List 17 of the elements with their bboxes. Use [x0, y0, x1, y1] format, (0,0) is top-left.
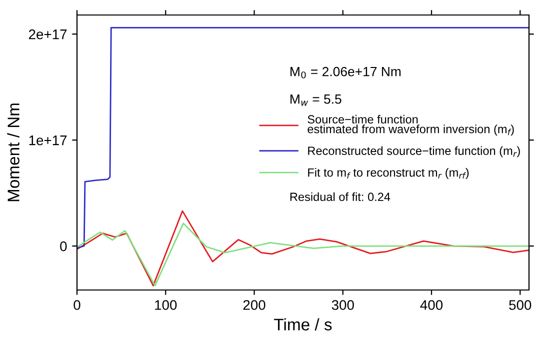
legend-label: Fit to m$_{f}$ to reconstruct m$_{r}$ (m$_{rf}$)	[308, 168, 469, 180]
y-tick-label: 0	[60, 241, 67, 252]
annotation: M$_{0}$ = 2.06e+17 Nm	[290, 66, 401, 78]
annotation: M$_{w}$ = 5.5	[290, 94, 342, 106]
annotation: Residual of fit: 0.24	[290, 192, 390, 202]
x-tick-label: 100	[155, 300, 177, 310]
x-tick-label: 400	[420, 300, 443, 310]
x-tick-label: 500	[509, 300, 532, 310]
legend-label: Reconstructed source−time function (m$_{r}$)	[308, 146, 520, 158]
x-tick-label: 0	[74, 300, 80, 310]
y-tick-label: 1e+17	[29, 136, 67, 146]
y-axis-title: Moment / Nm	[7, 104, 20, 202]
legend-label: Source−time function estimated from waveform inversion (m$_{f}$)	[308, 114, 514, 136]
y-tick-label: 2e+17	[28, 29, 67, 40]
x-tick-label: 200	[243, 300, 266, 310]
x-tick-label: 300	[332, 300, 354, 310]
x-axis-title: Time / s	[274, 318, 332, 330]
